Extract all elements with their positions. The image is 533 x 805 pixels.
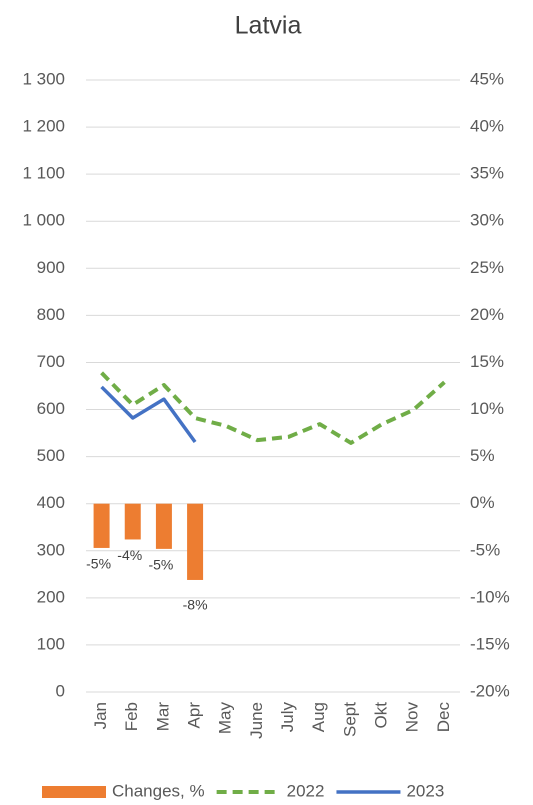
chart-title: Latvia	[235, 12, 302, 40]
x-tick-label: Dec	[434, 702, 453, 733]
y2-tick-label: 30%	[470, 211, 504, 230]
bar	[124, 503, 141, 540]
bar	[187, 503, 204, 580]
x-tick-label: Feb	[122, 702, 141, 731]
x-tick-label: Apr	[185, 702, 204, 729]
legend-swatch	[42, 786, 106, 798]
x-tick-label: July	[278, 702, 297, 733]
y2-tick-label: 0%	[470, 493, 495, 512]
y-tick-label: 800	[37, 305, 65, 324]
x-tick-label: June	[247, 702, 266, 739]
y2-tick-label: -10%	[470, 587, 510, 606]
x-tick-label: Okt	[372, 702, 391, 729]
y-tick-label: 900	[37, 258, 65, 277]
y-tick-label: 0	[56, 681, 65, 700]
x-tick-label: Mar	[153, 702, 172, 732]
legend-label: Changes, %	[112, 781, 205, 800]
y2-tick-label: 20%	[470, 305, 504, 324]
y-tick-label: 600	[37, 399, 65, 418]
y-tick-label: 300	[37, 540, 65, 559]
data-label: -5%	[86, 556, 111, 572]
y-tick-label: 1 000	[22, 211, 65, 230]
x-tick-label: Aug	[309, 702, 328, 732]
legend-label: 2022	[287, 781, 325, 800]
y2-tick-label: 15%	[470, 352, 504, 371]
bar	[155, 503, 172, 549]
y2-tick-label: -5%	[470, 540, 500, 559]
x-tick-label: May	[216, 702, 235, 735]
line-2022	[100, 371, 446, 445]
y2-tick-label: -20%	[470, 681, 510, 700]
y-tick-label: 1 300	[22, 69, 65, 88]
legend-label: 2023	[406, 781, 444, 800]
bar	[93, 503, 110, 548]
x-tick-label: Jan	[91, 702, 110, 729]
y2-tick-label: 25%	[470, 258, 504, 277]
y-tick-label: 1 100	[22, 164, 65, 183]
y-tick-label: 200	[37, 587, 65, 606]
y2-tick-label: 10%	[470, 399, 504, 418]
y2-tick-label: 35%	[470, 164, 504, 183]
y-tick-label: 700	[37, 352, 65, 371]
y2-tick-label: 45%	[470, 69, 504, 88]
data-label: -4%	[117, 547, 142, 563]
data-label: -8%	[183, 597, 208, 613]
y-tick-label: 500	[37, 446, 65, 465]
y2-tick-label: 40%	[470, 117, 504, 136]
data-label: -5%	[148, 557, 173, 573]
line-2023	[100, 385, 197, 444]
x-tick-label: Nov	[403, 702, 422, 733]
x-tick-label: Sept	[340, 702, 359, 737]
y-tick-label: 100	[37, 634, 65, 653]
y2-tick-label: -15%	[470, 634, 510, 653]
y2-tick-label: 5%	[470, 446, 495, 465]
y-tick-label: 1 200	[22, 117, 65, 136]
y-tick-label: 400	[37, 493, 65, 512]
